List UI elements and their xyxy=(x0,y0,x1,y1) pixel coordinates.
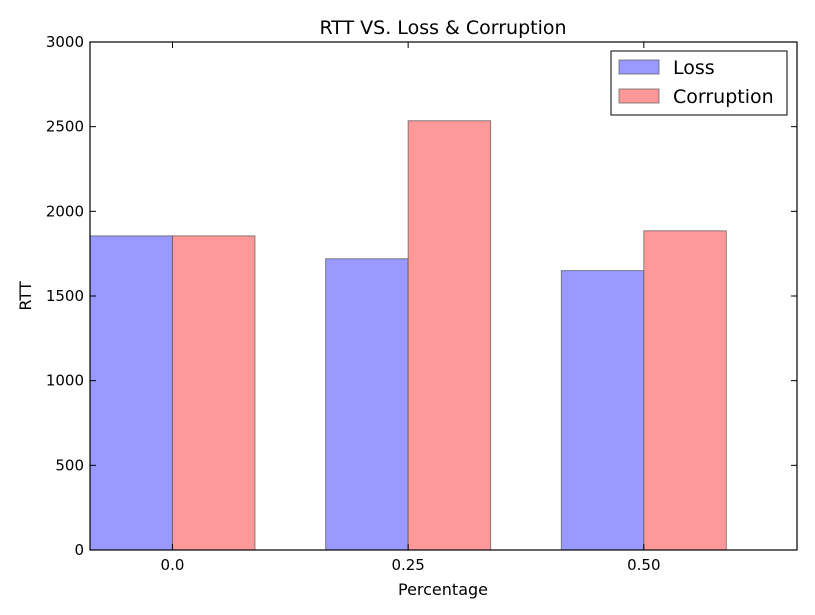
chart-title: RTT VS. Loss & Corruption xyxy=(319,17,566,39)
y-tick-label: 0 xyxy=(74,541,84,559)
legend: Loss Corruption xyxy=(610,50,788,116)
legend-swatch-corruption xyxy=(618,88,660,104)
ticks-group: 0 500 1000 1500 2000 2500 3000 0.0 0.25 0.50 xyxy=(46,33,797,574)
x-tick-label: 0.25 xyxy=(391,556,424,574)
bar-loss-0 xyxy=(89,235,173,551)
bar-loss-1 xyxy=(325,258,409,551)
x-axis-label: Percentage xyxy=(398,580,488,599)
plot-frame xyxy=(89,41,798,551)
bar-corruption-1 xyxy=(407,120,492,551)
y-tick-label: 2000 xyxy=(46,202,84,220)
legend-label-loss: Loss xyxy=(673,57,715,79)
y-tick-label: 1500 xyxy=(46,287,84,305)
x-tick-label: 0.0 xyxy=(161,556,185,574)
y-tick-label: 3000 xyxy=(46,33,84,51)
legend-label-corruption: Corruption xyxy=(673,86,774,108)
bar-loss-2 xyxy=(560,270,645,551)
legend-swatch-loss xyxy=(618,59,660,75)
y-axis-label: RTT xyxy=(16,281,35,310)
y-tick-label: 2500 xyxy=(46,118,84,136)
bars-group xyxy=(89,120,727,551)
bar-corruption-2 xyxy=(643,230,727,551)
bar-corruption-0 xyxy=(171,235,256,551)
x-tick-label: 0.50 xyxy=(627,556,660,574)
y-tick-label: 500 xyxy=(55,456,84,474)
y-tick-label: 1000 xyxy=(46,372,84,390)
